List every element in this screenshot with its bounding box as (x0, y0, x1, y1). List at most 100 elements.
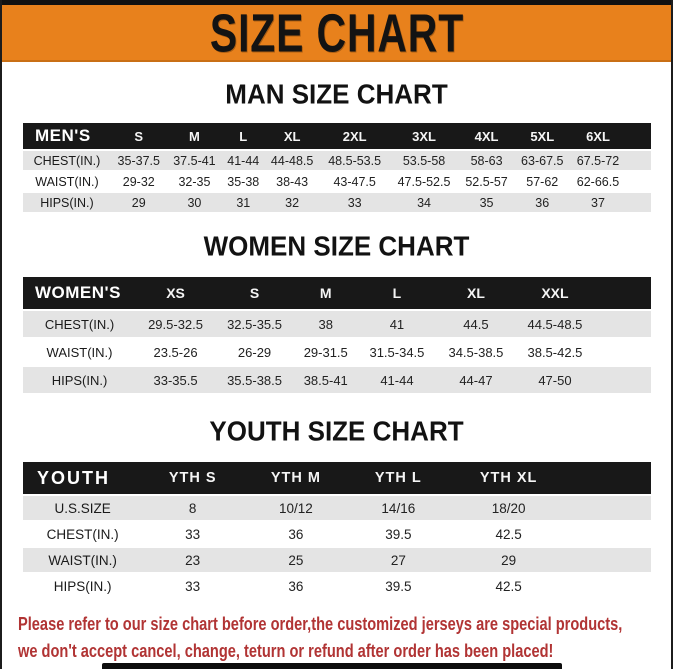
value-cell: 29 (131, 195, 146, 210)
size-header-cell: XXL (541, 285, 569, 301)
value-cell: 37 (591, 195, 605, 210)
value-cell: 33 (185, 526, 201, 542)
size-header-cell: XS (166, 285, 185, 301)
value-cell: 38.5-42.5 (527, 344, 583, 360)
section-men: MAN SIZE CHART MEN'S S M L XL 2XL 3XL 4XL 5XL 6XL… (2, 78, 671, 214)
size-header-cell: XL (283, 128, 301, 144)
value-cell: 37.5-41 (173, 153, 216, 168)
value-cell: 23 (185, 552, 201, 568)
value-cell: 44.5 (463, 316, 489, 332)
value-cell: 32 (285, 195, 300, 210)
row-label-cell: WAIST(IN.) (48, 552, 117, 568)
value-cell: 31.5-34.5 (369, 344, 425, 360)
value-cell: 27 (390, 552, 406, 568)
table-row: WAIST(IN.) 23 25 27 29 (23, 547, 651, 573)
bottom-strip (102, 663, 562, 669)
table-row: WAIST(IN.) 29-32 32-35 35-38 38-43 43-47.5 47.… (23, 171, 651, 192)
filler-cell (594, 310, 651, 338)
value-cell: 36 (535, 195, 550, 210)
value-cell: 41-44 (380, 372, 414, 388)
table-row: U.S.SIZE 8 10/12 14/16 18/20 (23, 495, 651, 521)
value-cell: 33-35.5 (153, 372, 198, 388)
men-size-table: MEN'S S M L XL 2XL 3XL 4XL 5XL 6XL CHEST(IN.) 35-37… (23, 123, 651, 214)
table-header-row: WOMEN'S XS S M L XL XXL (23, 277, 651, 310)
page-title: SIZE CHART (209, 2, 464, 63)
value-cell: 18/20 (491, 500, 526, 516)
filler-cell (569, 547, 651, 573)
value-cell: 44-47 (459, 372, 493, 388)
value-cell: 34 (417, 195, 431, 210)
table-header-row: YOUTH YTH S YTH M YTH L YTH XL (23, 462, 651, 495)
filler-cell (594, 366, 651, 394)
value-cell: 35.5-38.5 (227, 372, 282, 388)
row-label-cell: CHEST(IN.) (46, 526, 119, 542)
value-cell: 58-63 (470, 153, 503, 168)
men-section-heading: MAN SIZE CHART (225, 78, 448, 110)
table-title-cell: YOUTH (37, 467, 110, 488)
filler-cell (626, 192, 651, 213)
filler-cell (569, 462, 651, 495)
value-cell: 47-50 (538, 372, 572, 388)
value-cell: 29-31.5 (303, 344, 348, 360)
value-cell: 62-66.5 (576, 174, 620, 189)
table-header-row: MEN'S S M L XL 2XL 3XL 4XL 5XL 6XL (23, 123, 651, 150)
size-header-cell: S (249, 285, 260, 301)
value-cell: 35-37.5 (117, 153, 160, 168)
size-header-cell: S (134, 128, 144, 144)
filler-cell (626, 171, 651, 192)
size-header-cell: 6XL (586, 128, 610, 144)
filler-cell (626, 123, 651, 150)
value-cell: 8 (188, 500, 197, 516)
value-cell: 29.5-32.5 (148, 316, 203, 332)
value-cell: 14/16 (381, 500, 416, 516)
row-label-cell: CHEST(IN.) (44, 316, 115, 332)
value-cell: 53.5-58 (402, 153, 446, 168)
size-header-cell: 3XL (412, 128, 436, 144)
row-label-cell: HIPS(IN.) (51, 372, 108, 388)
women-size-table: WOMEN'S XS S M L XL XXL CHEST(IN.) 29.5-32.5 32.5… (23, 277, 651, 395)
value-cell: 38-43 (276, 174, 309, 189)
size-header-cell: 4XL (474, 128, 499, 144)
table-row: HIPS(IN.) 29 30 31 32 33 34 35 36 37 (23, 192, 651, 213)
youth-size-table: YOUTH YTH S YTH M YTH L YTH XL U.S.SIZE 8 10/12… (23, 462, 651, 600)
value-cell: 33 (347, 195, 362, 210)
filler-cell (569, 573, 651, 599)
value-cell: 35-38 (227, 174, 260, 189)
filler-cell (594, 338, 651, 366)
row-label-cell: HIPS(IN.) (40, 195, 94, 210)
value-cell: 34.5-38.5 (448, 344, 504, 360)
disclaimer-text: Please refer to our size chart before or… (18, 611, 622, 665)
value-cell: 26-29 (237, 344, 272, 360)
women-section-heading: WOMEN SIZE CHART (203, 230, 470, 262)
value-cell: 29 (501, 552, 517, 568)
value-cell: 52.5-57 (465, 174, 508, 189)
value-cell: 23.5-26 (153, 344, 198, 360)
value-cell: 35 (479, 195, 494, 210)
disclaimer-line-1: Please refer to our size chart before or… (18, 613, 623, 634)
value-cell: 30 (187, 195, 202, 210)
size-header-cell: YTH XL (479, 470, 538, 486)
value-cell: 38.5-41 (303, 372, 348, 388)
value-cell: 47.5-52.5 (397, 174, 451, 189)
size-header-cell: 5XL (530, 128, 555, 144)
table-row: CHEST(IN.) 33 36 39.5 42.5 (23, 521, 651, 547)
value-cell: 36 (288, 526, 304, 542)
size-header-cell: L (392, 285, 402, 301)
value-cell: 25 (288, 552, 304, 568)
table-row: WAIST(IN.) 23.5-26 26-29 29-31.5 31.5-34.5 34… (23, 338, 651, 366)
filler-cell (626, 150, 651, 171)
filler-cell (569, 495, 651, 521)
page-title-banner: SIZE CHART (2, 2, 671, 63)
value-cell: 33 (185, 578, 201, 594)
table-row: CHEST(IN.) 29.5-32.5 32.5-35.5 38 41 44.5 44.5… (23, 310, 651, 338)
table-row: HIPS(IN.) 33 36 39.5 42.5 (23, 573, 651, 599)
value-cell: 42.5 (495, 526, 522, 542)
size-header-cell: M (319, 285, 332, 301)
size-header-cell: M (189, 128, 200, 144)
size-header-cell: 2XL (342, 128, 367, 144)
row-label-cell: HIPS(IN.) (53, 578, 112, 594)
row-label-cell: WAIST(IN.) (46, 344, 113, 360)
value-cell: 44.5-48.5 (527, 316, 583, 332)
value-cell: 39.5 (385, 578, 412, 594)
